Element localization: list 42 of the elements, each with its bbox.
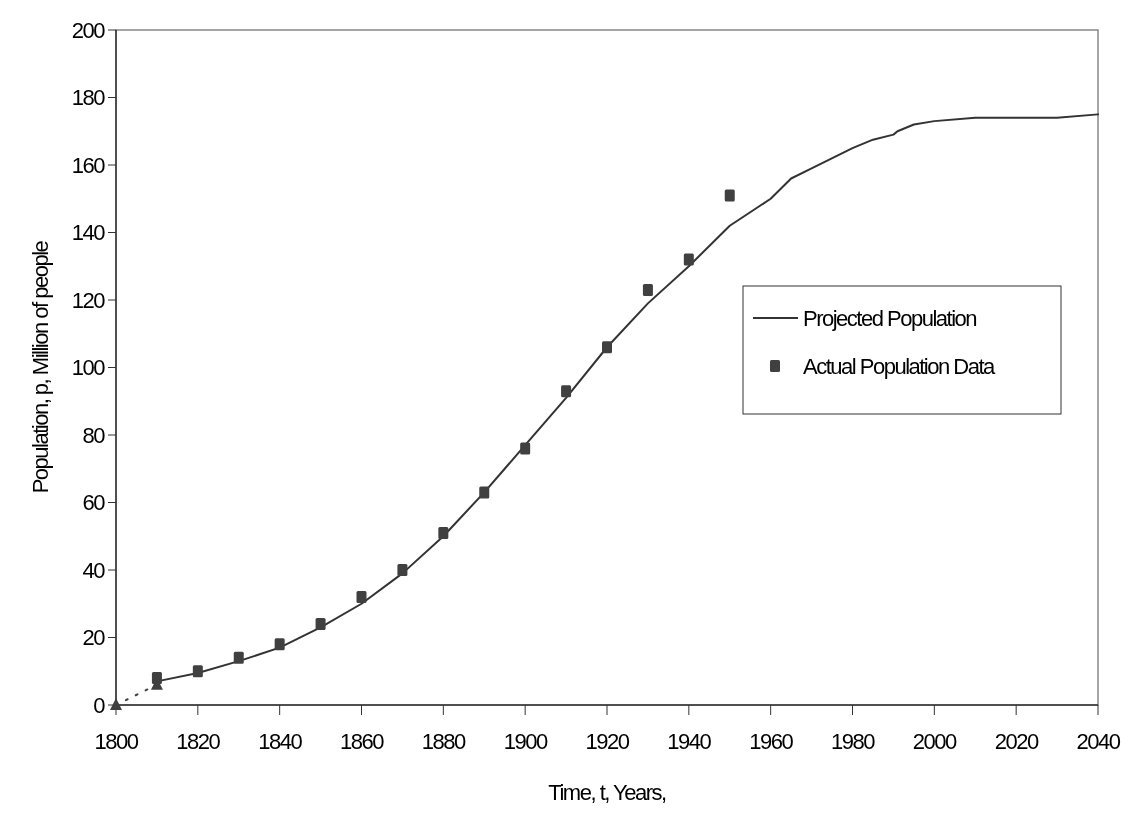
point bbox=[274, 638, 285, 651]
legend-label: Actual Population Data bbox=[803, 353, 997, 379]
x-tick-label: 1900 bbox=[503, 729, 548, 754]
point bbox=[397, 564, 408, 576]
point bbox=[602, 341, 612, 354]
x-tick-label: 1860 bbox=[340, 729, 385, 754]
point bbox=[561, 385, 572, 398]
x-tick-label: 1960 bbox=[749, 729, 794, 754]
y-tick-label: 100 bbox=[71, 355, 106, 381]
point bbox=[192, 665, 203, 678]
point bbox=[356, 591, 367, 603]
x-tick-label: 1940 bbox=[667, 729, 712, 754]
y-tick-label: 0 bbox=[93, 692, 106, 718]
x-tick-label: 1840 bbox=[258, 729, 303, 754]
point bbox=[233, 651, 244, 664]
x-tick-label: 1980 bbox=[831, 729, 876, 754]
y-axis-title: Population, p, Million of people bbox=[28, 240, 53, 494]
x-tick-label: 2040 bbox=[1076, 729, 1121, 754]
x-axis-title: Time, t, Years, bbox=[548, 780, 667, 805]
point bbox=[642, 283, 653, 296]
point bbox=[683, 253, 694, 266]
point bbox=[520, 442, 531, 455]
y-tick-label: 120 bbox=[71, 287, 106, 313]
x-tick-label: 1800 bbox=[94, 729, 139, 754]
legend-label: Projected Population bbox=[803, 305, 977, 331]
y-tick-label: 160 bbox=[71, 152, 106, 178]
x-tick-label: 1820 bbox=[176, 729, 221, 754]
x-tick-label: 1880 bbox=[421, 729, 467, 754]
y-tick-label: 180 bbox=[71, 85, 106, 111]
x-tick-label: 2020 bbox=[994, 729, 1039, 754]
y-tick-label: 80 bbox=[82, 422, 106, 448]
x-tick-label: 2000 bbox=[912, 729, 958, 754]
x-tick-label: 1920 bbox=[585, 729, 630, 754]
y-tick-label: 60 bbox=[82, 490, 106, 516]
point bbox=[315, 618, 326, 630]
point bbox=[438, 526, 449, 539]
y-tick-label: 200 bbox=[71, 17, 106, 43]
y-tick-label: 140 bbox=[71, 220, 106, 246]
y-tick-label: 20 bbox=[82, 625, 106, 651]
point bbox=[479, 486, 490, 499]
y-tick-label: 40 bbox=[82, 557, 106, 583]
point bbox=[724, 189, 735, 202]
